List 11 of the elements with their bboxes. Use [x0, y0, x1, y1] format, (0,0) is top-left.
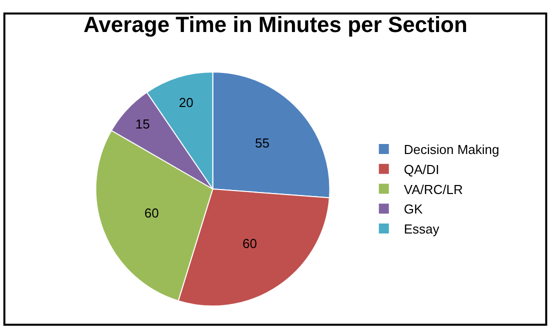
- data-label: 55: [255, 136, 270, 151]
- legend-label: GK: [404, 202, 423, 217]
- legend-label: Essay: [404, 222, 440, 237]
- data-label: 20: [178, 95, 194, 110]
- data-label: 60: [144, 205, 159, 220]
- legend-label: VA/RC/LR: [404, 182, 463, 197]
- chart-title: Average Time in Minutes per Section: [84, 12, 468, 38]
- legend-label: Decision Making: [404, 142, 500, 158]
- legend-label: QA/DI: [404, 162, 440, 177]
- data-label: 60: [242, 236, 257, 251]
- data-label: 15: [135, 116, 150, 132]
